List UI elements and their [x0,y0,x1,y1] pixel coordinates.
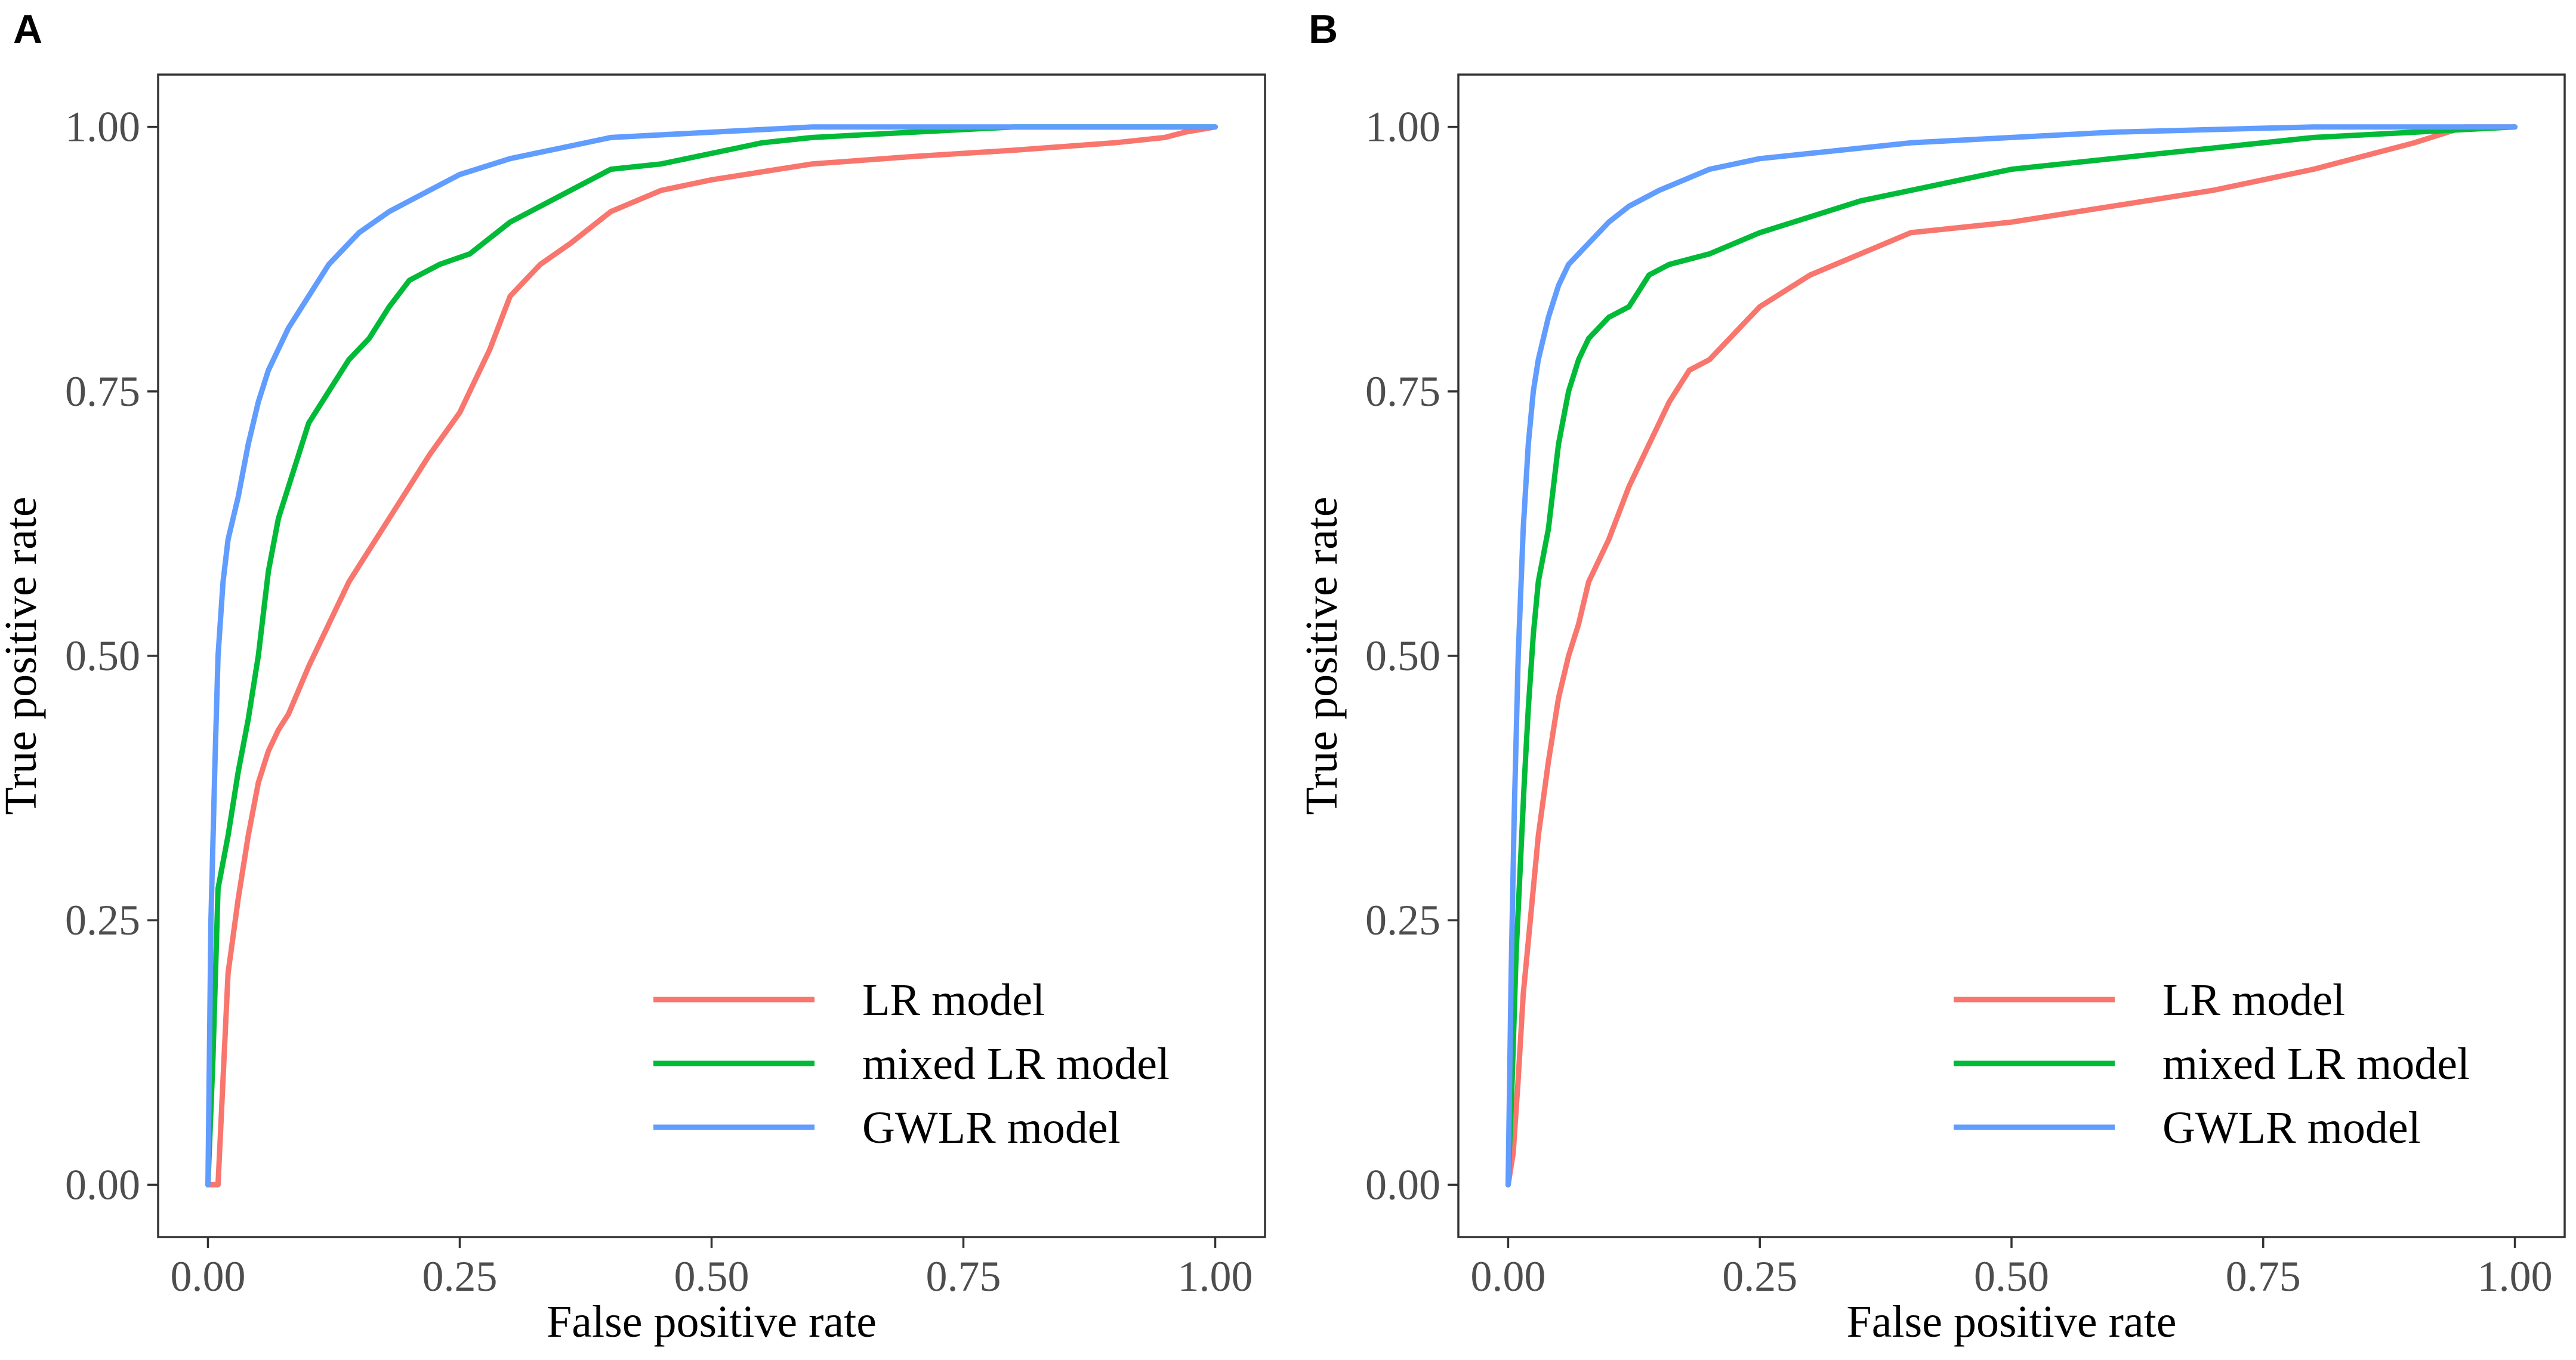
series-line-1 [205,124,1218,1188]
legend-label: GWLR model [862,1103,1121,1153]
legend-label: mixed LR model [2162,1039,2470,1089]
series-line-1 [1505,124,2518,1188]
x-tick-label: 0.50 [1974,1253,2049,1300]
legend-label: mixed LR model [862,1039,1170,1089]
x-tick-label: 0.00 [1470,1253,1545,1300]
series-line-2 [1505,124,2518,1188]
y-tick-label: 0.25 [65,896,140,944]
x-tick-label: 0.00 [170,1253,245,1300]
y-axis-title: True positive rate [1297,496,1347,815]
y-tick-label: 0.25 [1365,896,1440,944]
y-axis-title: True positive rate [0,496,46,815]
x-axis-title: False positive rate [1847,1297,2177,1347]
y-tick-label: 1.00 [1365,103,1440,151]
panel-label: B [1309,7,1338,52]
legend-label: GWLR model [2162,1103,2421,1153]
series-line-3 [205,124,1218,1188]
y-tick-label: 0.00 [65,1161,140,1208]
series-line-3 [1505,124,2518,1188]
x-tick-label: 0.25 [1722,1253,1797,1300]
y-tick-label: 0.50 [65,632,140,680]
y-tick-label: 0.50 [1365,632,1440,680]
x-tick-label: 0.75 [926,1253,1001,1300]
legend-label: LR model [2162,975,2345,1025]
y-tick-label: 0.75 [65,368,140,415]
legend-label: LR model [862,975,1045,1025]
y-tick-label: 1.00 [65,103,140,151]
x-tick-label: 1.00 [1178,1253,1253,1300]
series-line-2 [205,124,1218,1188]
y-tick-label: 0.00 [1365,1161,1440,1208]
x-tick-label: 0.50 [674,1253,749,1300]
roc-panel-a: A 0.00 0.25 0.50 0.75 1.00 0.00 0.25 0.50 0.75 1.0… [0,7,1266,1347]
roc-panel-b: B 0.00 0.25 0.50 0.75 1.00 0.00 0.25 0.50 0.75 1.0… [1297,7,2566,1347]
x-tick-label: 0.75 [2226,1253,2301,1300]
x-axis-title: False positive rate [547,1297,877,1347]
panel-label: A [13,7,42,52]
y-tick-label: 0.75 [1365,368,1440,415]
x-tick-label: 0.25 [422,1253,497,1300]
x-tick-label: 1.00 [2478,1253,2553,1300]
